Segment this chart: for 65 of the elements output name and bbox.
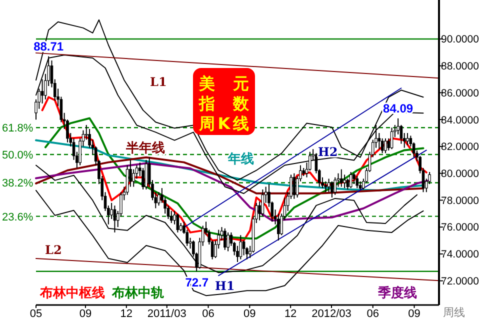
line-series [35, 139, 424, 192]
candlestick [176, 213, 180, 233]
x-tick-label: 09 [79, 308, 92, 320]
series-label: L1 [150, 75, 167, 89]
text: 布林中枢线 [39, 286, 105, 301]
y-tick-label: 86.0000 [441, 87, 480, 100]
y-tick-label: 76.0000 [441, 222, 480, 234]
x-tick-label: 2011/03 [147, 308, 186, 320]
text: 布林中轨 [111, 286, 164, 301]
candlestick [396, 118, 400, 135]
y-tick-label: 80.0000 [441, 168, 480, 180]
candlestick [242, 240, 246, 256]
text: 周线 [443, 306, 465, 319]
candlestick [236, 245, 239, 263]
candlestick [349, 171, 352, 189]
candlestick [324, 180, 328, 193]
candlestick [277, 213, 280, 242]
candlestick [144, 159, 148, 190]
candlestick [340, 168, 343, 188]
series-label: H2 [318, 145, 338, 159]
x-tick-label: 05 [30, 308, 42, 320]
candlestick [356, 176, 359, 189]
x-tick-label: 2012/03 [312, 308, 352, 320]
x-tick-label: 12 [284, 308, 297, 320]
series-label: H1 [215, 279, 235, 293]
text: 美元指数周K线 [198, 74, 250, 133]
series-label: 年线 [227, 152, 254, 167]
x-tick-label: 09 [244, 308, 256, 320]
annotation: 23.6% [2, 211, 34, 224]
y-tick-label: 90.0000 [441, 34, 480, 46]
annotation: 61.8% [2, 122, 34, 135]
candlestick [226, 232, 230, 252]
line-series [36, 164, 418, 274]
y-tick-label: 74.0000 [441, 248, 480, 261]
annotation: 50.0% [2, 150, 34, 162]
candlestick [346, 178, 350, 190]
candlestick [292, 172, 296, 200]
candlestick [334, 176, 337, 196]
series-label: 半年线 [125, 141, 165, 156]
y-tick-label: 84.0000 [441, 114, 480, 126]
candlestick [40, 78, 44, 104]
candlestick [224, 228, 226, 250]
candlestick [261, 188, 264, 217]
candlestick [239, 234, 242, 260]
annotation: 84.09 [383, 101, 414, 116]
candlestick [378, 132, 381, 150]
candlestick [327, 178, 330, 193]
y-tick-label: 88.0000 [441, 60, 480, 73]
x-tick-label: 06 [366, 308, 380, 320]
x-tick-label: 12 [120, 308, 133, 320]
text: 季度线 [377, 285, 417, 301]
y-tick-label: 78.0000 [441, 194, 480, 207]
series-label: L2 [45, 243, 62, 257]
y-tick-label: 72.0000 [441, 275, 480, 288]
x-tick-label: 06 [202, 308, 214, 320]
candlestick [352, 172, 356, 185]
candlestick [110, 202, 113, 220]
annotation: 38.2% [2, 178, 34, 190]
y-tick-label: 82.0000 [441, 141, 480, 154]
candlestick [343, 174, 346, 189]
candlestick [330, 180, 334, 198]
x-tick-label: 09 [408, 308, 420, 320]
candlestick [384, 138, 387, 154]
candlestick [406, 132, 409, 146]
candlestick [132, 168, 136, 188]
